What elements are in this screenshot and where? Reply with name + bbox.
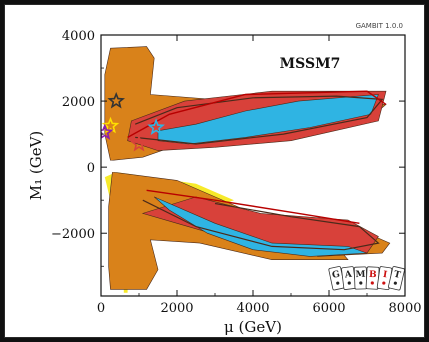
contour-line-3 xyxy=(146,189,360,224)
logo-card-3: B xyxy=(365,266,380,290)
model-label: MSSM7 xyxy=(280,56,341,72)
star-marker-1 xyxy=(101,116,120,134)
logo-letter: A xyxy=(343,270,353,281)
logo-suit-icon xyxy=(393,281,397,285)
logo-suit-icon xyxy=(359,281,363,285)
star-marker-3 xyxy=(147,118,165,135)
version-label: GAMBIT 1.0.0 xyxy=(356,22,403,30)
logo-card-4: I xyxy=(376,266,393,291)
figure-frame: 0 2000 4000 6000 8000 −2000 0 2000 4000 μ (GeV) M₁… xyxy=(4,4,425,338)
logo-suit-icon xyxy=(347,281,351,285)
logo-letter: T xyxy=(393,270,402,281)
logo-letter: M xyxy=(355,270,365,280)
x-tick-label-3: 6000 xyxy=(312,301,345,316)
logo-suit-icon xyxy=(336,281,340,285)
logo-card-2: M xyxy=(353,266,368,290)
y-tick-label-3: 4000 xyxy=(62,29,95,44)
empty-band xyxy=(101,160,405,173)
y-axis-title: M₁ (GeV) xyxy=(27,131,45,201)
region-blue-0 xyxy=(157,94,379,145)
logo-suit-icon xyxy=(382,281,386,285)
contour-line-0 xyxy=(134,95,384,145)
logo-letter: G xyxy=(331,270,341,281)
x-tick-label-2: 4000 xyxy=(236,301,269,316)
logo-card-5: T xyxy=(388,266,405,291)
star-marker-0 xyxy=(107,91,125,109)
y-tick-label-2: 2000 xyxy=(62,95,95,110)
x-tick-label-1: 2000 xyxy=(160,301,193,316)
x-tick-label-0: 0 xyxy=(97,301,105,316)
x-tick-label-4: 8000 xyxy=(388,301,421,316)
logo-card-face xyxy=(388,266,405,291)
mssm7-chart: 0 2000 4000 6000 8000 −2000 0 2000 4000 μ (GeV) M₁… xyxy=(27,22,422,336)
x-axis-title: μ (GeV) xyxy=(224,318,282,336)
y-tick-label-1: 0 xyxy=(87,161,95,176)
star-marker-4 xyxy=(130,134,148,152)
logo-card-1: A xyxy=(341,266,357,290)
logo-letter: B xyxy=(369,270,378,280)
logo-letter: I xyxy=(382,270,388,280)
logo-suit-icon xyxy=(370,281,374,285)
star-marker-2 xyxy=(101,123,114,140)
contour-line-2 xyxy=(142,199,380,251)
y-tick-label-0: −2000 xyxy=(51,227,95,242)
